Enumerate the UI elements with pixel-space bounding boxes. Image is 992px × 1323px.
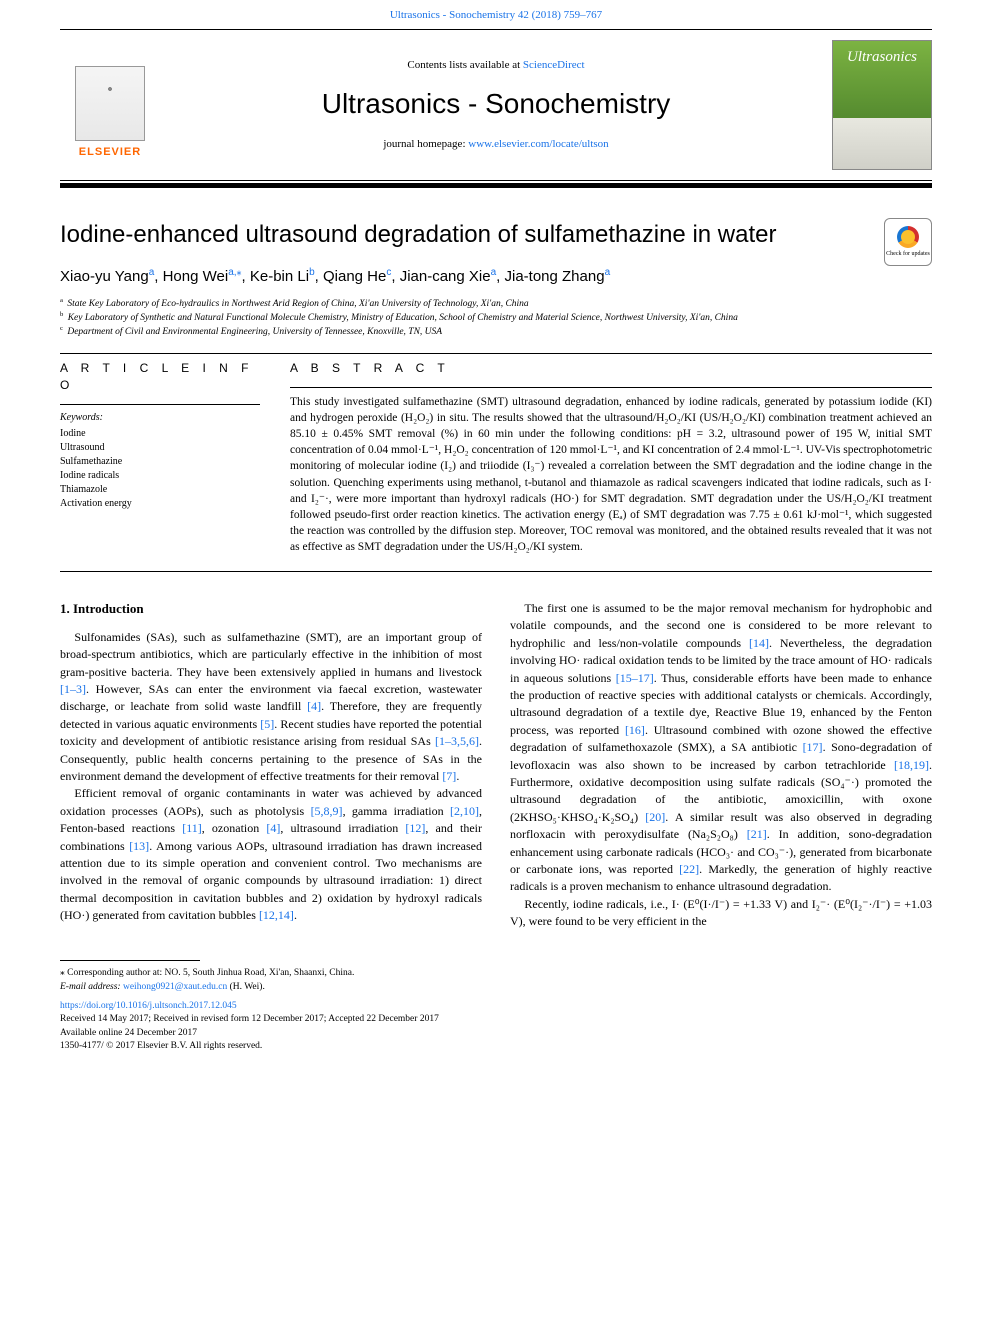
ref-link[interactable]: [7]	[442, 769, 456, 783]
ref-link[interactable]: [5,8,9]	[311, 804, 343, 818]
ref-link[interactable]: [2,10]	[450, 804, 479, 818]
email-line: E-mail address: weihong0921@xaut.edu.cn …	[60, 981, 932, 994]
footnote-rule	[60, 960, 200, 961]
ref-link[interactable]: [11]	[182, 821, 202, 835]
body-p3: The first one is assumed to be the major…	[510, 600, 932, 896]
contents-pre: Contents lists available at	[407, 59, 522, 71]
paper-title: Iodine-enhanced ultrasound degradation o…	[60, 218, 872, 252]
body-p4: Recently, iodine radicals, i.e., I· (E⁰(…	[510, 896, 932, 931]
elsevier-tree-icon	[75, 66, 145, 141]
ref-link[interactable]: [14]	[749, 636, 769, 650]
ref-link[interactable]: [16]	[625, 723, 645, 737]
article-info-heading: A R T I C L E I N F O	[60, 360, 260, 394]
email-label: E-mail address:	[60, 982, 123, 992]
rule-thick	[60, 183, 932, 188]
divider-keywords	[60, 404, 260, 405]
masthead: ELSEVIER Contents lists available at Sci…	[0, 32, 992, 178]
copyright-line: 1350-4177/ © 2017 Elsevier B.V. All righ…	[60, 1040, 932, 1053]
article-info-column: A R T I C L E I N F O Keywords: IodineUl…	[60, 360, 260, 555]
ref-link[interactable]: [12]	[405, 821, 425, 835]
cover-title: Ultrasonics	[833, 41, 931, 68]
ref-link[interactable]: [17]	[803, 740, 823, 754]
doi-block: https://doi.org/10.1016/j.ultsonch.2017.…	[0, 994, 992, 1073]
journal-name: Ultrasonics - Sonochemistry	[160, 84, 832, 123]
ref-link[interactable]: [20]	[645, 810, 665, 824]
masthead-center: Contents lists available at ScienceDirec…	[160, 58, 832, 152]
sciencedirect-link[interactable]: ScienceDirect	[523, 59, 585, 71]
contents-line: Contents lists available at ScienceDirec…	[160, 58, 832, 73]
keywords-label: Keywords:	[60, 411, 260, 425]
corresponding-author: ⁎ Corresponding author at: NO. 5, South …	[60, 967, 932, 980]
ref-link[interactable]: [1–3,5,6]	[435, 734, 479, 748]
keywords-list: IodineUltrasoundSulfamethazineIodine rad…	[60, 427, 260, 511]
body-p1: Sulfonamides (SAs), such as sulfamethazi…	[60, 629, 482, 786]
ref-link[interactable]: [4]	[307, 699, 321, 713]
rule-mid	[60, 180, 932, 181]
ref-link[interactable]: [12,14]	[259, 908, 294, 922]
check-updates-label: Check for updates	[886, 250, 930, 258]
journal-cover-thumb: Ultrasonics	[832, 40, 932, 170]
citation-link[interactable]: Ultrasonics - Sonochemistry 42 (2018) 75…	[390, 9, 602, 21]
elsevier-label: ELSEVIER	[79, 145, 141, 160]
ref-link[interactable]: [4]	[266, 821, 280, 835]
abstract-column: A B S T R A C T This study investigated …	[290, 360, 932, 555]
authors-line: Xiao-yu Yanga, Hong Weia,⁎, Ke-bin Lib, …	[60, 266, 932, 287]
body-p2: Efficient removal of organic contaminant…	[60, 785, 482, 924]
body-columns: 1. Introduction Sulfonamides (SAs), such…	[60, 600, 932, 930]
email-name: (H. Wei).	[227, 982, 265, 992]
affiliations-block: a State Key Laboratory of Eco-hydraulics…	[60, 297, 932, 339]
ref-link[interactable]: [13]	[129, 839, 149, 853]
ref-link[interactable]: [18,19]	[894, 758, 929, 772]
received-line: Received 14 May 2017; Received in revise…	[60, 1013, 932, 1026]
ref-link[interactable]: [15–17]	[616, 671, 654, 685]
homepage-pre: journal homepage:	[383, 138, 468, 150]
crossmark-icon	[897, 226, 919, 248]
abstract-heading: A B S T R A C T	[290, 360, 932, 377]
homepage-line: journal homepage: www.elsevier.com/locat…	[160, 137, 832, 152]
abstract-text: This study investigated sulfamethazine (…	[290, 394, 932, 555]
rule-top	[60, 29, 932, 30]
homepage-link[interactable]: www.elsevier.com/locate/ultson	[468, 138, 608, 150]
publisher-logo-block: ELSEVIER	[60, 50, 160, 160]
divider-above-info	[60, 353, 932, 354]
divider-below-abstract	[60, 571, 932, 572]
divider-abstract	[290, 387, 932, 388]
footnotes-block: ⁎ Corresponding author at: NO. 5, South …	[0, 967, 992, 994]
ref-link[interactable]: [5]	[260, 717, 274, 731]
ref-link[interactable]: [21]	[747, 827, 767, 841]
ref-link[interactable]: [22]	[679, 862, 699, 876]
available-line: Available online 24 December 2017	[60, 1027, 932, 1040]
ref-link[interactable]: [1–3]	[60, 682, 86, 696]
intro-heading: 1. Introduction	[60, 600, 482, 619]
email-link[interactable]: weihong0921@xaut.edu.cn	[123, 982, 227, 992]
doi-link[interactable]: https://doi.org/10.1016/j.ultsonch.2017.…	[60, 1001, 237, 1011]
check-updates-button[interactable]: Check for updates	[884, 218, 932, 266]
